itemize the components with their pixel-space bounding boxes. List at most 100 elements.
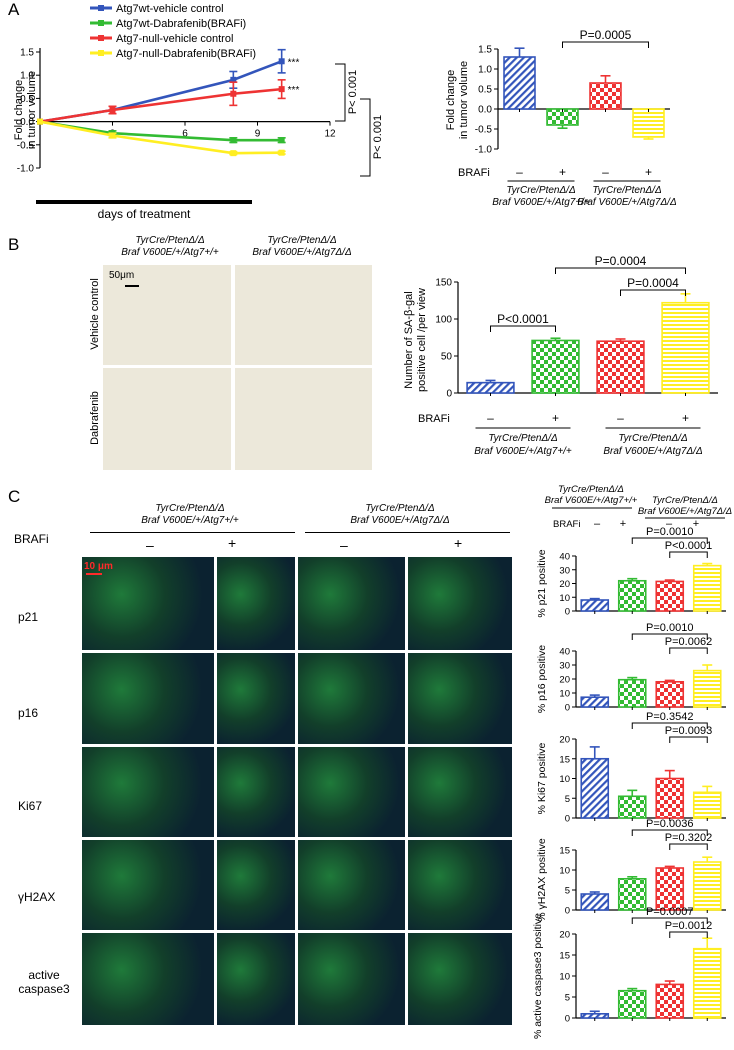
y-tick-label: 100 [435,315,452,326]
fluorescence-image [217,933,295,1025]
fluorescence-image [217,557,295,650]
fluorescence-image [217,653,295,744]
panel-a-line-chart: 1.51.00.50.0-0.5-1.036912******Atg7wt-ve… [13,3,384,221]
significance-bracket [669,551,708,558]
genotype-label: TyrCre/PtenΔ/Δ [506,185,576,196]
data-point [37,118,43,125]
significance-stars: *** [288,85,300,96]
y-axis-label: in tumor volume [458,61,470,139]
y-tick-label: 0 [446,389,452,400]
fluorescence-image [298,557,405,650]
minus-sign: – [146,537,154,553]
minus-sign: – [602,165,609,179]
brafi-label: BRAFi [418,413,450,425]
y-tick-label: 150 [435,278,452,289]
row-label: p21 [18,610,39,624]
bar [617,877,647,911]
bar [661,301,710,394]
scale-label: 50μm [109,270,135,281]
y-tick-label: 20 [559,579,570,590]
bar [617,989,647,1019]
y-axis-label: positive cell /per view [416,288,428,392]
y-tick-label: 10 [559,774,570,785]
plus-sign: + [454,535,463,551]
fluorescence-image [82,840,214,930]
data-point [278,149,285,156]
plus-sign: + [693,518,699,530]
brafi-label: BRAFi [553,519,580,530]
p-value-label: P=0.0004 [595,254,647,268]
significance-bracket [631,829,708,836]
bar [692,564,722,612]
plus-sign: + [552,411,559,425]
p-value-label: P=0.0010 [646,622,693,634]
y-tick-label: -0.5 [17,140,35,151]
panel-c-letter: C [8,487,21,506]
x-tick-label: 6 [182,129,188,140]
genotype-label: TyrCre/PtenΔ/Δ [592,185,662,196]
genotype-label: TyrCre/PtenΔ/Δ [558,484,624,495]
significance-bracket [620,289,686,296]
row-label: active caspase3 [18,968,70,996]
fluorescence-image [408,747,512,837]
significance-bracket [631,633,708,640]
significance-bracket [555,267,686,274]
legend-marker [98,35,104,41]
y-tick-label: 15 [559,846,570,857]
y-tick-label: -0.5 [475,125,493,136]
brafi-label: BRAFi [14,532,49,546]
y-tick-label: -1.0 [17,164,35,175]
y-axis-label: in tumor volume [26,71,38,149]
scale-bar [125,285,139,287]
p-value-label: P=0.0007 [646,906,693,918]
bar [580,893,610,911]
panel-c-genotype-null: TyrCre/PtenΔ/Δ Braf V600E/+/Atg7Δ/Δ [350,503,450,526]
data-point [278,137,285,144]
p-value-label: P=0.0010 [646,526,693,538]
fluorescence-image [82,747,214,837]
bar [617,678,647,708]
data-point [278,86,285,93]
significance-bracket [631,722,708,729]
plus-sign: + [645,165,652,179]
significance-bracket [669,931,708,938]
row-label: p16 [18,706,39,720]
y-tick-label: 0.0 [478,105,492,116]
data-point [230,150,237,157]
y-tick-label: 0.5 [478,85,492,96]
significance-bracket [669,736,708,743]
brightfield-image [103,265,231,365]
significance-bracket [335,63,346,122]
bar [580,599,610,612]
y-axis-label: % p16 positive [536,645,548,713]
fluorescence-image [408,557,512,650]
minus-sign: – [594,518,601,530]
genotype-label: Braf V600E/+/Atg7+/+ [492,197,590,208]
x-tick-label: 12 [324,129,336,140]
y-tick-label: -1.0 [475,145,493,156]
genotype-label: TyrCre/PtenΔ/Δ [618,433,688,444]
series-line [39,87,282,123]
panel-b-genotype-wt: TyrCre/PtenΔ/Δ Braf V600E/+/Atg7+/+ [121,235,219,258]
genotype-divider [305,532,510,533]
genotype-divider [90,532,295,533]
significance-bracket [360,98,371,177]
bar [596,340,645,394]
y-tick-label: 20 [559,735,570,746]
legend-label: Atg7-null-vehicle control [116,33,233,45]
p-value-label: P<0.0001 [665,540,712,552]
fluorescence-image [298,840,405,930]
brightfield-image [235,265,372,365]
y-tick-label: 0 [565,703,570,714]
y-tick-label: 10 [559,593,570,604]
y-tick-label: 0 [565,607,570,618]
brightfield-image [235,368,372,470]
y-tick-label: 10 [559,689,570,700]
plus-sign: + [228,535,237,551]
x-axis-label: days of treatment [98,207,191,221]
y-tick-label: 0 [565,1014,570,1025]
minus-sign: – [617,411,624,425]
y-tick-label: 5 [565,794,570,805]
plus-sign: + [559,165,566,179]
